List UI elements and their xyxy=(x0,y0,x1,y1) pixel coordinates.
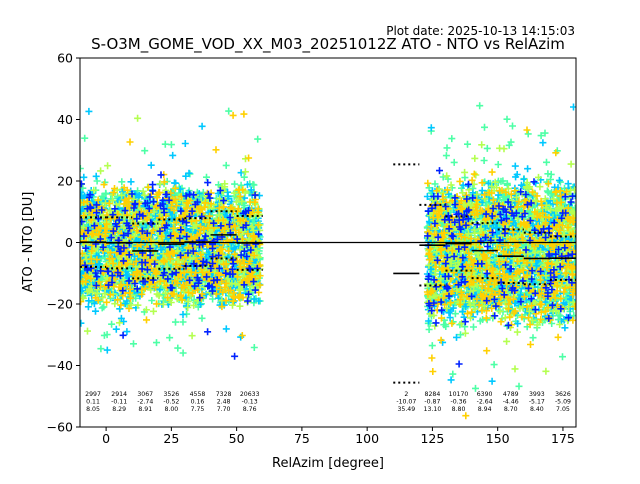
bin-mean-label: -10.07 xyxy=(396,399,416,406)
y-tick-label: 40 xyxy=(57,112,73,127)
bin-std-label: 7.05 xyxy=(556,406,570,413)
y-tick-label: −40 xyxy=(47,358,73,373)
bin-count-label: 7328 xyxy=(216,391,232,398)
x-tick-label: 125 xyxy=(420,431,444,446)
scatter-marker-group xyxy=(80,167,576,368)
bin-std-label: 8.70 xyxy=(504,406,518,413)
bin-count-label: 3067 xyxy=(137,391,153,398)
bin-mean-label: -0.87 xyxy=(424,399,440,406)
bin-std-label: 8.00 xyxy=(164,406,178,413)
bin-count-label: 6390 xyxy=(477,391,493,398)
bin-std-label: 8.76 xyxy=(243,406,257,413)
y-tick-label: 20 xyxy=(57,174,73,189)
bin-count-label: 3626 xyxy=(555,391,571,398)
bin-mean-label: 0.16 xyxy=(191,399,205,406)
bin-count-label: 10170 xyxy=(449,391,469,398)
x-axis-label: RelAzim [degree] xyxy=(272,456,384,471)
bin-mean-label: -5.09 xyxy=(555,399,571,406)
bin-mean-label: -0.36 xyxy=(451,399,467,406)
bin-std-label: 35.49 xyxy=(397,406,415,413)
bin-std-label: 8.94 xyxy=(478,406,492,413)
bin-mean-label: -5.17 xyxy=(529,399,545,406)
bin-mean-label: -0.52 xyxy=(163,399,179,406)
x-tick-label: 0 xyxy=(102,431,110,446)
y-tick-label: −60 xyxy=(47,420,73,435)
bin-std-label: 8.29 xyxy=(112,406,126,413)
bin-count-label: 20633 xyxy=(240,391,260,398)
bin-std-label: 13.10 xyxy=(424,406,442,413)
y-axis-label: ATO - NTO [DU] xyxy=(21,192,36,293)
plot-date: Plot date: 2025-10-13 14:15:03 xyxy=(386,24,575,38)
bin-count-label: 2 xyxy=(404,391,408,398)
bin-std-label: 8.80 xyxy=(452,406,466,413)
bin-count-label: 8284 xyxy=(425,391,441,398)
bin-count-label: 2997 xyxy=(85,391,101,398)
bin-std-label: 8.91 xyxy=(138,406,152,413)
x-tick-label: 50 xyxy=(229,431,245,446)
bin-mean-label: -0.11 xyxy=(111,399,127,406)
bin-statistics-overlay xyxy=(80,163,576,384)
scatter-points xyxy=(80,102,576,420)
bin-mean-label: 0.11 xyxy=(86,399,100,406)
bin-mean-label: 2.48 xyxy=(217,399,231,406)
bin-count-label: 3526 xyxy=(163,391,179,398)
bin-mean-label: -2.74 xyxy=(137,399,153,406)
bin-count-label: 3993 xyxy=(529,391,545,398)
x-tick-label: 150 xyxy=(486,431,510,446)
y-tick-label: 60 xyxy=(57,51,73,66)
y-tick-label: −20 xyxy=(47,297,73,312)
bin-count-label: 4558 xyxy=(190,391,206,398)
chart-title: S-O3M_GOME_VOD_XX_M03_20251012Z ATO - NT… xyxy=(91,35,565,54)
bin-std-label: 8.05 xyxy=(86,406,100,413)
axes: 0 25 50 75 100 125 150 175 −60 −40 −20 0 20 40 60 xyxy=(47,51,577,446)
bin-mean-label: -0.13 xyxy=(242,399,258,406)
x-tick-label: 100 xyxy=(355,431,379,446)
bin-std-label: 8.40 xyxy=(530,406,544,413)
bin-mean-label: -2.64 xyxy=(477,399,493,406)
bin-std-label: 7.75 xyxy=(191,406,205,413)
y-tick-label: 0 xyxy=(65,235,73,250)
x-tick-label: 175 xyxy=(551,431,575,446)
x-tick-label: 75 xyxy=(294,431,310,446)
bin-mean-label: -4.46 xyxy=(503,399,519,406)
bin-count-label: 2914 xyxy=(111,391,127,398)
bin-count-label: 4789 xyxy=(503,391,519,398)
bin-std-label: 7.70 xyxy=(217,406,231,413)
x-tick-label: 25 xyxy=(163,431,179,446)
